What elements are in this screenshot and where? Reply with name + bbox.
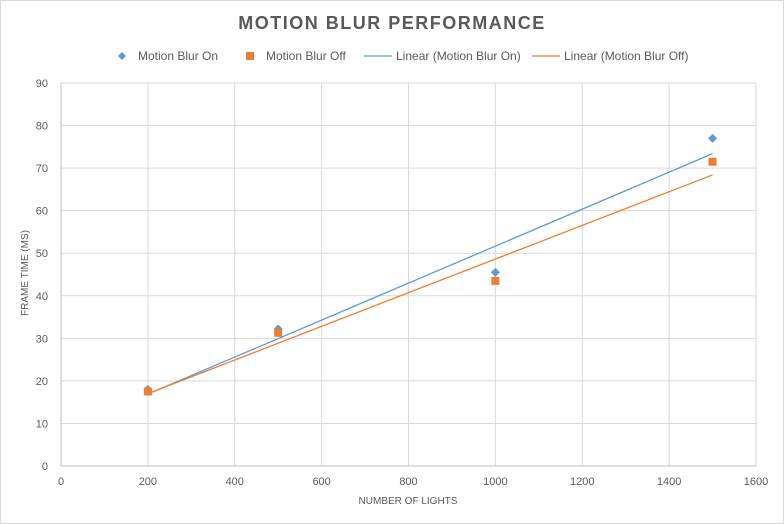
data-points bbox=[143, 133, 718, 396]
x-tick-label: 0 bbox=[58, 476, 64, 488]
legend-label: Motion Blur On bbox=[138, 49, 218, 63]
x-tick-label: 1400 bbox=[657, 476, 681, 488]
trendline-motion-blur-off bbox=[147, 174, 713, 395]
legend-marker-diamond bbox=[118, 52, 126, 60]
point-motion-blur-on bbox=[708, 133, 718, 143]
legend: Motion Blur On Motion Blur Off Linear (M… bbox=[118, 49, 689, 63]
tick-labels: 0 200 400 600 800 1000 1200 1400 1600 0 10 20 30 40 50… bbox=[36, 78, 768, 488]
trendline-motion-blur-on bbox=[147, 153, 713, 395]
y-tick-label: 80 bbox=[36, 121, 48, 133]
legend-item-linear-motion-blur-off: Linear (Motion Blur Off) bbox=[532, 49, 689, 63]
y-tick-label: 30 bbox=[36, 333, 48, 345]
chart-title: MOTION BLUR PERFORMANCE bbox=[238, 13, 546, 33]
point-motion-blur-off bbox=[274, 328, 283, 337]
y-tick-label: 90 bbox=[36, 78, 48, 90]
y-tick-label: 70 bbox=[36, 163, 48, 175]
y-tick-label: 10 bbox=[36, 418, 48, 430]
x-axis-title: NUMBER OF LIGHTS bbox=[359, 496, 458, 507]
x-tick-label: 1600 bbox=[744, 476, 768, 488]
point-motion-blur-on bbox=[490, 267, 500, 277]
point-motion-blur-off bbox=[143, 387, 152, 396]
x-tick-label: 400 bbox=[226, 476, 244, 488]
x-tick-label: 800 bbox=[399, 476, 417, 488]
legend-item-motion-blur-on: Motion Blur On bbox=[118, 49, 218, 63]
legend-label: Motion Blur Off bbox=[266, 49, 346, 63]
legend-label: Linear (Motion Blur On) bbox=[396, 49, 521, 63]
x-tick-label: 1000 bbox=[483, 476, 507, 488]
legend-item-motion-blur-off: Motion Blur Off bbox=[246, 49, 346, 63]
legend-item-linear-motion-blur-on: Linear (Motion Blur On) bbox=[364, 49, 521, 63]
legend-label: Linear (Motion Blur Off) bbox=[564, 49, 689, 63]
x-tick-label: 200 bbox=[139, 476, 157, 488]
y-tick-label: 20 bbox=[36, 376, 48, 388]
legend-marker-square bbox=[246, 52, 254, 60]
point-motion-blur-off bbox=[491, 276, 500, 285]
y-tick-label: 40 bbox=[36, 291, 48, 303]
y-tick-label: 60 bbox=[36, 206, 48, 218]
trendlines bbox=[147, 153, 713, 395]
y-axis-title: FRAME TIME (MS) bbox=[20, 230, 31, 316]
gridlines bbox=[61, 82, 757, 466]
y-tick-label: 50 bbox=[36, 248, 48, 260]
point-motion-blur-off bbox=[708, 157, 717, 166]
x-tick-label: 1200 bbox=[570, 476, 594, 488]
y-tick-label: 0 bbox=[42, 461, 48, 473]
x-tick-label: 600 bbox=[312, 476, 330, 488]
axes bbox=[60, 83, 756, 467]
